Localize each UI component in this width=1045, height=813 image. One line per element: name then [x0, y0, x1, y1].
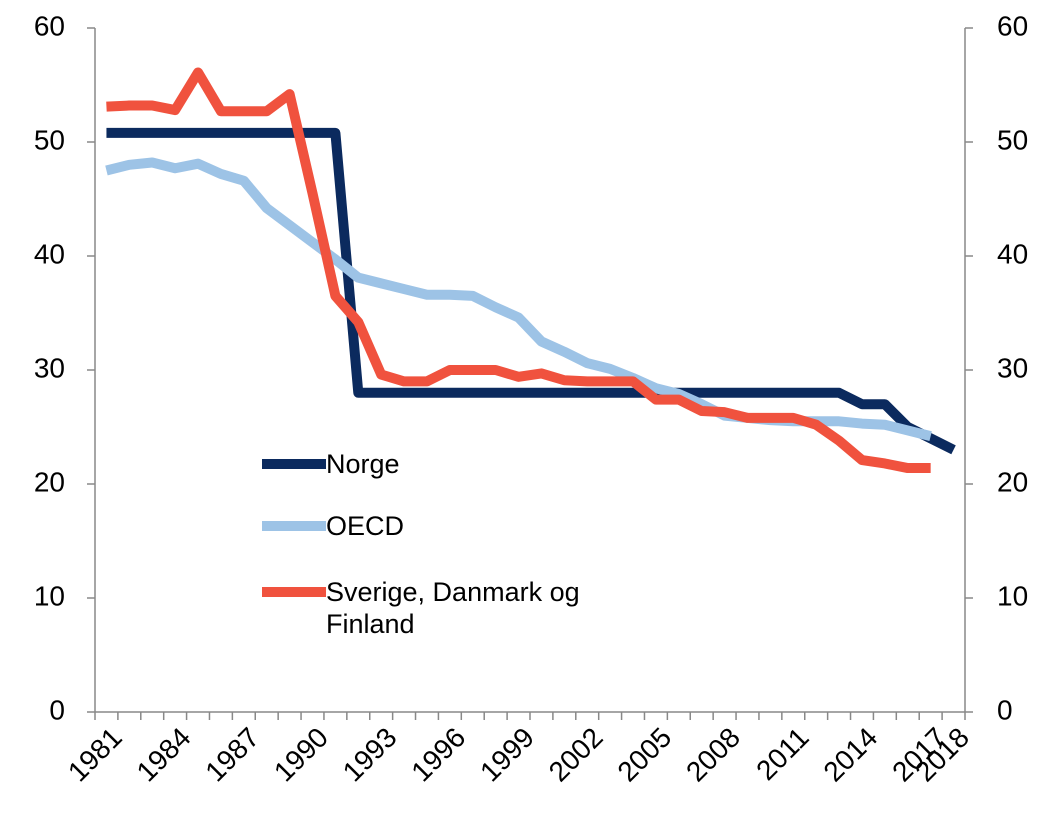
y2-tick-label: 30	[997, 352, 1028, 383]
y2-tick-label: 10	[997, 580, 1028, 611]
x-tick-label: 1987	[199, 722, 265, 788]
y2-tick-label: 50	[997, 124, 1028, 155]
y2-tick-label: 60	[997, 10, 1028, 41]
x-tick-label: 1999	[474, 722, 540, 788]
y-tick-label: 20	[34, 466, 65, 497]
y2-tick-label: 0	[997, 694, 1013, 725]
y-tick-label: 50	[34, 124, 65, 155]
series-line	[106, 67, 931, 474]
x-tick-label: 1996	[405, 722, 471, 788]
y-tick-label: 10	[34, 580, 65, 611]
y-tick-label: 40	[34, 238, 65, 269]
x-tick-label: 2014	[817, 722, 883, 788]
legend-label: Sverige, Danmark og Finland	[326, 577, 580, 639]
series-line	[106, 127, 956, 455]
x-tick-label: 2005	[611, 722, 677, 788]
x-tick-label: 2002	[543, 722, 609, 788]
y2-tick-label: 40	[997, 238, 1028, 269]
legend-label: OECD	[326, 511, 405, 541]
y-tick-label: 60	[34, 10, 65, 41]
legend-label: Norge	[326, 449, 400, 479]
x-tick-label: 1993	[337, 722, 403, 788]
x-tick-label: 2011	[750, 722, 815, 787]
y-tick-label: 0	[49, 694, 65, 725]
x-tick-label: 1981	[62, 722, 128, 788]
x-tick-label: 1984	[131, 722, 197, 788]
y2-tick-label: 20	[997, 466, 1028, 497]
x-tick-label: 1990	[268, 722, 334, 788]
y-tick-label: 30	[34, 352, 65, 383]
x-tick-label: 2008	[680, 722, 746, 788]
